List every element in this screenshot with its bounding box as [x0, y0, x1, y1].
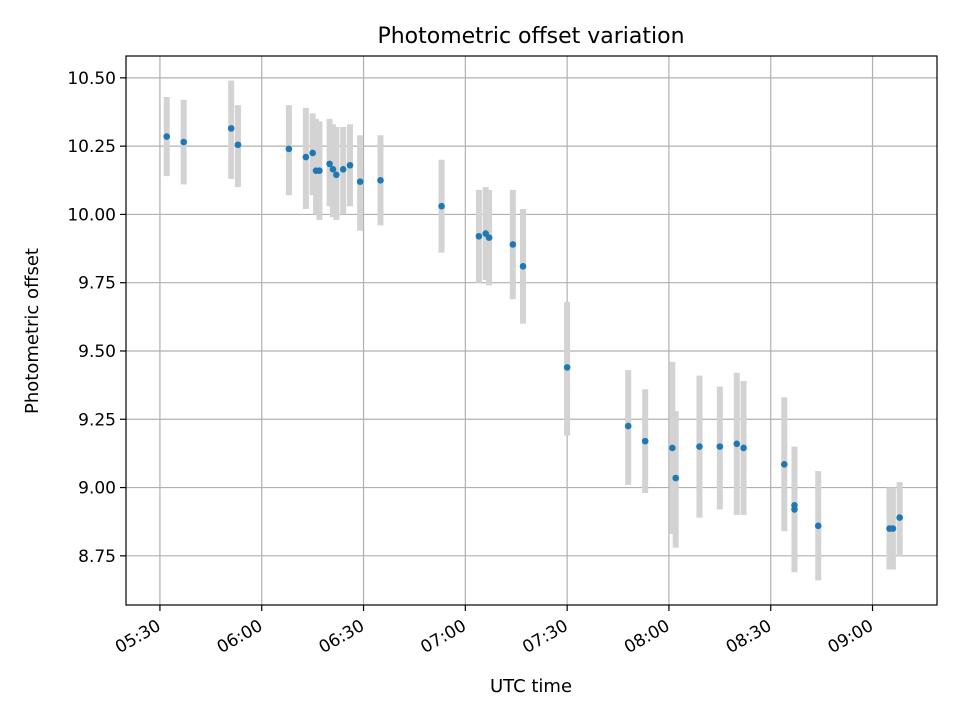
data-point: [740, 444, 747, 452]
data-point: [733, 440, 741, 448]
data-point: [509, 241, 517, 248]
data-point: [889, 525, 897, 532]
x-axis-label: UTC time: [490, 676, 572, 697]
y-tick-label: 8.75: [78, 547, 116, 567]
data-point: [346, 161, 354, 169]
y-tick-label: 9.25: [78, 410, 116, 430]
data-point: [316, 167, 323, 175]
data-point: [180, 138, 187, 146]
data-point: [438, 202, 445, 210]
data-point: [896, 514, 903, 521]
data-point: [163, 133, 171, 140]
data-point: [326, 160, 333, 168]
data-point: [285, 145, 293, 153]
data-point: [791, 506, 798, 513]
data-point: [641, 437, 649, 445]
y-tick-label: 9.75: [78, 274, 116, 294]
data-point: [475, 232, 483, 240]
data-point: [377, 176, 384, 184]
y-tick-label: 9.50: [78, 342, 116, 362]
data-point: [814, 522, 822, 530]
y-tick-label: 10.50: [67, 69, 116, 89]
data-point: [696, 443, 703, 450]
chart-title: Photometric offset variation: [377, 24, 684, 49]
data-point: [716, 443, 724, 450]
data-point: [519, 263, 527, 270]
data-point: [672, 474, 680, 482]
plot-frame: [125, 55, 938, 606]
data-point: [356, 178, 364, 185]
data-point: [563, 364, 571, 371]
y-tick-label: 10.25: [67, 137, 116, 157]
data-point: [781, 461, 788, 468]
data-point: [333, 171, 340, 179]
data-points: [163, 125, 903, 532]
data-point: [329, 166, 337, 173]
data-point: [234, 141, 242, 149]
data-point: [669, 444, 676, 452]
y-axis-label: Photometric offset: [22, 248, 43, 414]
data-point: [227, 125, 235, 132]
data-point: [339, 166, 347, 173]
data-point: [624, 422, 632, 430]
y-axis-ticks: 8.75 9.00 9.25 9.50 9.75 10.00 10.25 10.50: [67, 69, 126, 567]
data-point: [309, 149, 316, 157]
y-tick-label: 10.00: [67, 205, 116, 225]
data-point: [485, 234, 493, 241]
y-tick-label: 9.00: [78, 479, 116, 499]
data-point: [302, 153, 310, 161]
